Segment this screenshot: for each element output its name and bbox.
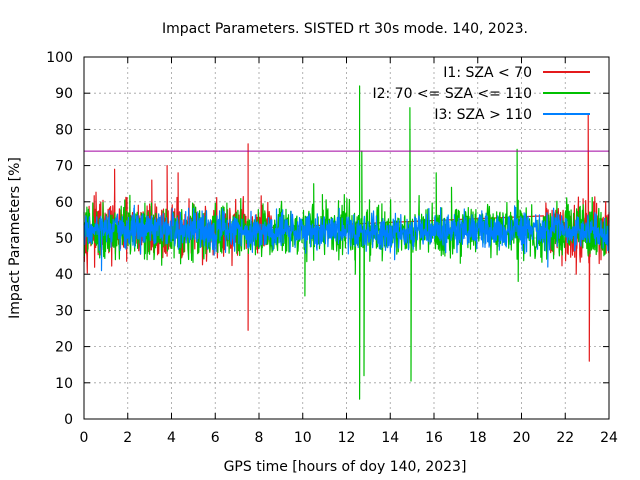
y-tick-label: 0 <box>64 412 73 428</box>
x-tick-label: 14 <box>381 430 399 446</box>
x-tick-label: 16 <box>425 430 443 446</box>
y-axis-label: Impact Parameters [%] <box>7 157 23 319</box>
y-tick-label: 60 <box>55 195 73 211</box>
legend-label-3: I3: SZA > 110 <box>434 107 532 123</box>
x-tick-label: 10 <box>294 430 312 446</box>
x-tick-label: 24 <box>600 430 618 446</box>
legend-label-2: I2: 70 <= SZA <= 110 <box>372 86 532 102</box>
y-tick-label: 100 <box>46 50 73 66</box>
x-tick-label: 18 <box>469 430 487 446</box>
y-tick-label: 80 <box>55 122 73 138</box>
y-tick-label: 40 <box>55 267 73 283</box>
y-tick-label: 90 <box>55 86 73 102</box>
x-tick-label: 22 <box>556 430 574 446</box>
x-tick-label: 8 <box>255 430 264 446</box>
legend-label-1: I1: SZA < 70 <box>443 65 532 81</box>
x-tick-label: 2 <box>123 430 132 446</box>
series-layer <box>83 85 610 400</box>
x-tick-label: 4 <box>167 430 176 446</box>
y-tick-label: 30 <box>55 303 73 319</box>
series-line-3 <box>83 204 610 272</box>
chart-title: Impact Parameters. SISTED rt 30s mode. 1… <box>162 21 528 37</box>
x-axis-label: GPS time [hours of doy 140, 2023] <box>224 459 467 475</box>
x-tick-label: 6 <box>211 430 220 446</box>
y-tick-label: 70 <box>55 159 73 175</box>
y-tick-label: 10 <box>55 376 73 392</box>
x-tick-label: 0 <box>80 430 89 446</box>
y-axis-ticks: 0 10 20 30 40 50 60 70 80 90 100 <box>46 50 609 428</box>
legend: I1: SZA < 70 I2: 70 <= SZA <= 110 I3: SZA … <box>372 65 590 123</box>
y-tick-label: 20 <box>55 340 73 356</box>
plot-frame <box>83 56 610 420</box>
x-tick-label: 12 <box>338 430 356 446</box>
x-tick-label: 20 <box>513 430 531 446</box>
series-line-1 <box>83 114 610 362</box>
x-axis-ticks: 0 2 4 6 8 10 12 14 16 18 20 22 24 <box>80 57 618 446</box>
y-tick-label: 50 <box>55 231 73 247</box>
